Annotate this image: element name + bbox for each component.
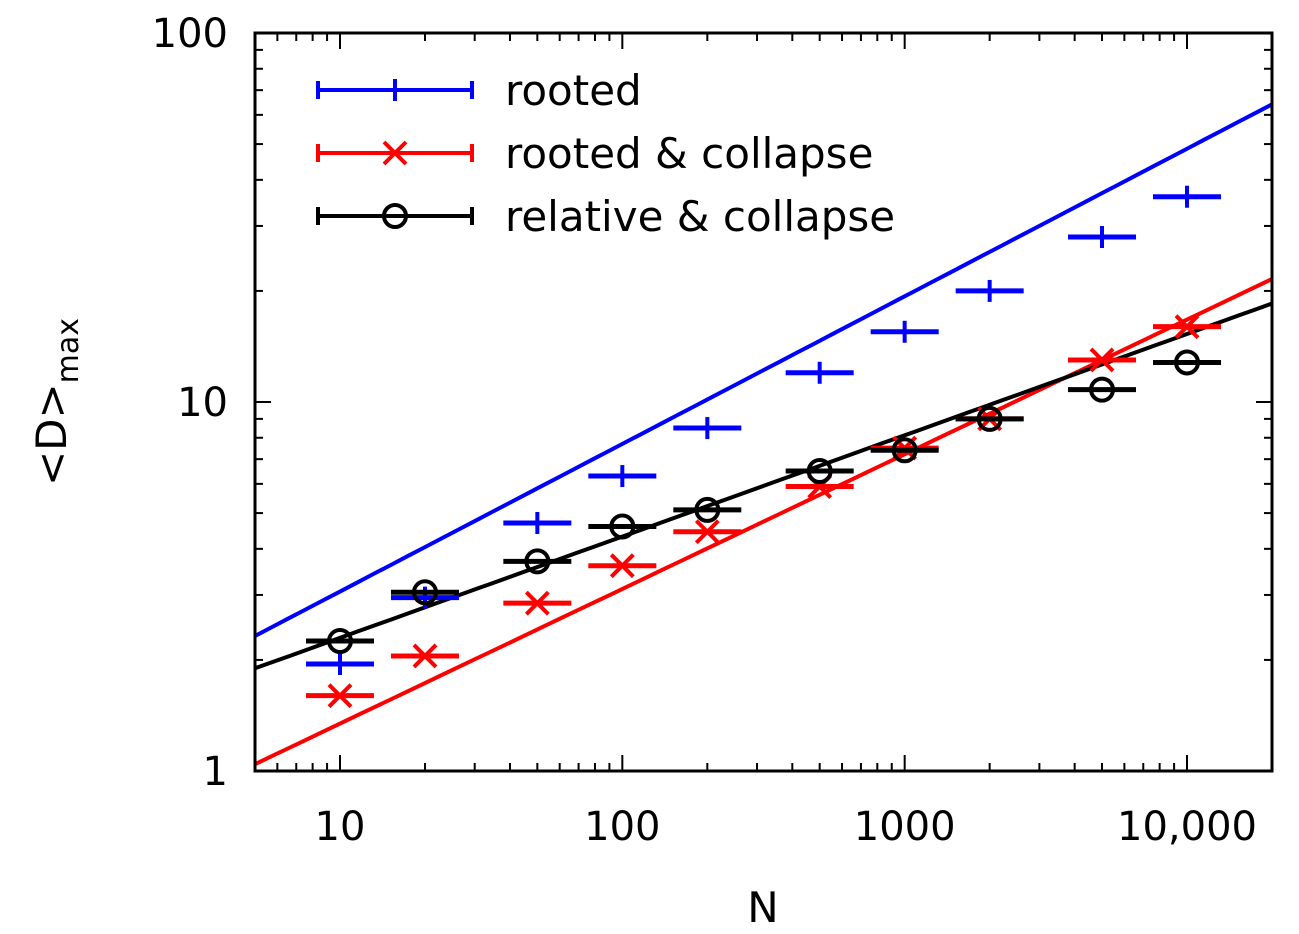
x-stroke [694,519,720,545]
data-point [390,579,459,606]
x-stroke [609,553,635,579]
data-point [785,458,854,485]
y-axis-label: <D>max [27,318,86,486]
y-tick-label: 10 [177,380,228,426]
circle-marker [411,579,438,606]
data-point [673,496,742,523]
legend-label: rooted & collapse [505,129,873,178]
data-point [673,519,742,545]
legend-item: rooted & collapse [316,129,873,178]
x-axis-label: N [747,883,778,932]
data-point [503,590,572,616]
circle-marker [524,548,551,575]
data-point [1068,347,1137,373]
x-stroke [412,643,438,669]
x-stroke [524,590,550,616]
data-point [390,643,459,669]
plot-frame [253,31,1274,773]
legend-label: rooted [505,66,642,115]
data-point [870,437,939,464]
data-point [588,465,657,488]
data-points [305,185,1222,709]
x-tick-label: 100 [584,804,660,850]
circle-marker [891,437,918,464]
x-tick-label: 10 [315,804,366,850]
x-stroke [1089,347,1115,373]
y-tick-label: 100 [152,11,228,57]
data-point [955,405,1024,432]
data-point [1068,376,1137,403]
legend-label: relative & collapse [505,192,895,241]
circle-marker [1174,349,1201,376]
data-point [673,417,742,440]
circle-marker [976,405,1003,432]
data-point [305,652,374,675]
circle-marker [326,628,353,655]
legend-item: relative & collapse [316,192,895,241]
x-tick-label: 10,000 [1117,804,1257,850]
circle-marker [382,203,408,229]
x-stroke [1174,314,1200,340]
data-point [870,320,939,343]
x-stroke [327,683,353,709]
data-point [305,683,374,709]
y-axis-label-subscript: max [51,318,86,383]
data-point [503,511,572,534]
data-point [955,279,1024,302]
legend: rooted rooted & collapse relative & collap… [316,66,895,241]
y-axis-label-main: <D> [27,383,76,486]
x-stroke [382,140,408,166]
data-point [1153,185,1222,208]
data-point [588,513,657,540]
fit-line [255,102,1272,638]
data-point [1068,225,1137,248]
fit-line [255,277,1272,767]
x-tick-label: 1000 [854,804,956,850]
data-point [503,548,572,575]
data-point [305,628,374,655]
data-point [1153,349,1222,376]
tick-labels: 10 100 1000 10,000 1 10 100 [152,11,1257,850]
circle-marker [806,458,833,485]
legend-item: rooted [316,66,642,115]
data-point [588,553,657,579]
data-point [785,361,854,384]
y-tick-label: 1 [203,749,228,795]
circle-marker [694,496,721,523]
data-point [1153,314,1222,340]
circle-marker [1089,376,1116,403]
circle-marker [609,513,636,540]
